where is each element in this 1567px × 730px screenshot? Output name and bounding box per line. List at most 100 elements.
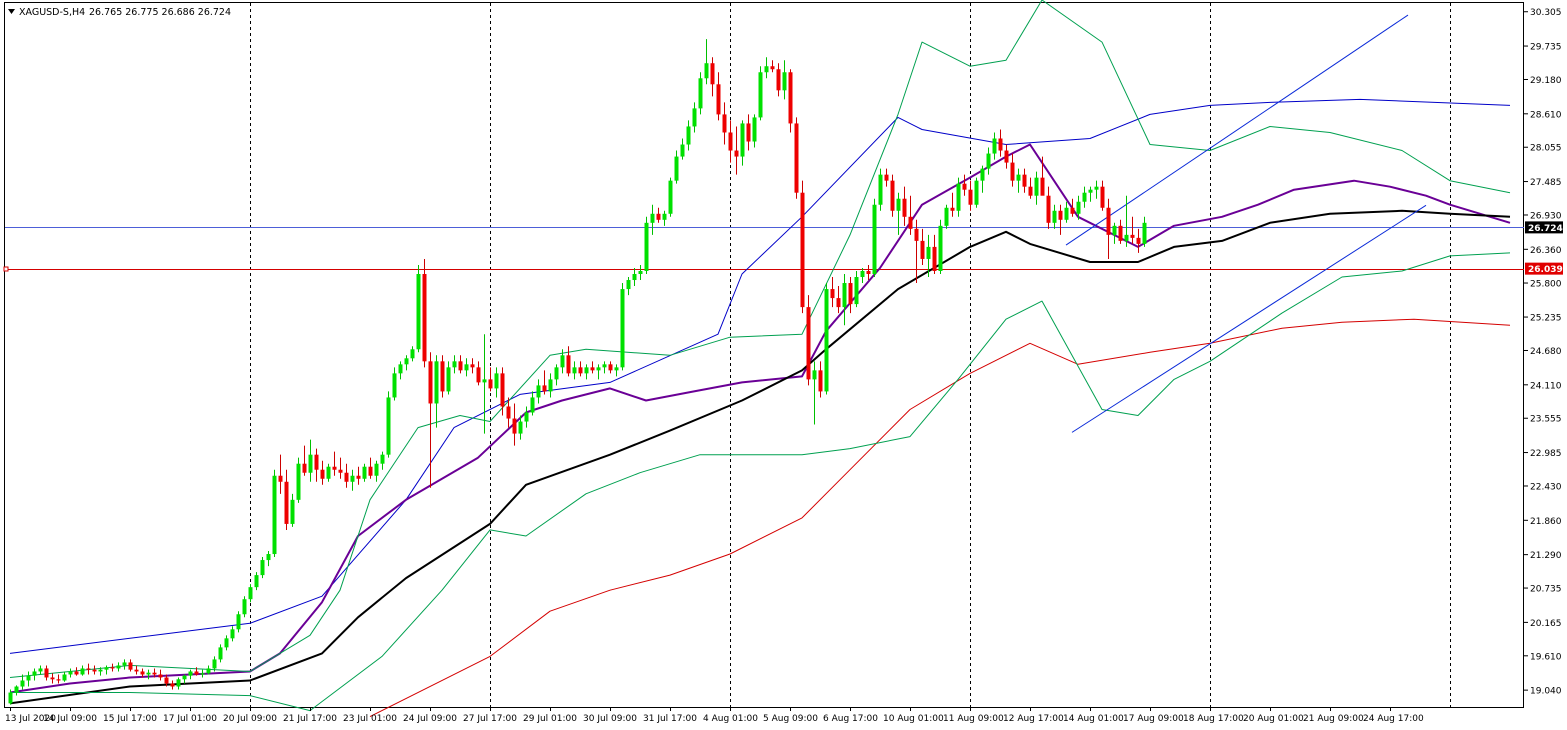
candle	[710, 57, 715, 97]
candle	[962, 174, 967, 196]
candle	[632, 267, 637, 287]
trend-line[interactable]	[1071, 204, 1427, 433]
candle	[698, 72, 703, 115]
candle	[350, 469, 355, 491]
candle	[152, 668, 157, 678]
candle	[1070, 198, 1075, 217]
candle	[776, 63, 781, 97]
time-tick-label: 14 Aug 01:00	[1063, 714, 1124, 724]
level-anchor-marker[interactable]	[3, 266, 9, 272]
candle-body	[1094, 186, 1099, 190]
candle-body	[140, 671, 145, 675]
candle	[194, 667, 199, 676]
price-tick-label: 26.360	[1530, 246, 1562, 256]
candle	[38, 665, 43, 675]
dropdown-triangle-icon[interactable]	[8, 9, 15, 14]
candle	[650, 204, 655, 235]
candles	[8, 39, 1147, 705]
candle-body	[38, 668, 43, 672]
candle-body	[98, 669, 103, 672]
candle-body	[482, 379, 487, 383]
candle	[404, 355, 409, 371]
candle	[320, 460, 325, 485]
candle-body	[596, 367, 601, 371]
candle	[434, 355, 439, 428]
candle	[656, 207, 661, 223]
candle	[1034, 171, 1039, 205]
candle	[122, 659, 127, 670]
time-tick-label: 12 Aug 17:00	[1003, 714, 1064, 724]
candle	[872, 198, 877, 278]
candle-body	[644, 222, 649, 271]
candle-body	[572, 367, 577, 374]
candle	[344, 463, 349, 488]
candle-body	[536, 385, 541, 398]
candle-body	[974, 180, 979, 205]
candle-body	[362, 466, 367, 479]
candle	[68, 668, 73, 678]
candle-body	[200, 673, 205, 675]
candle	[98, 667, 103, 676]
candle-body	[410, 349, 415, 359]
candle-body	[206, 668, 211, 674]
horizontal-lines	[3, 227, 1524, 272]
price-tick-label: 26.930	[1530, 211, 1562, 221]
time-tick-label: 6 Aug 17:00	[823, 714, 878, 724]
candle	[704, 39, 709, 85]
price-tick-label: 22.985	[1530, 449, 1562, 459]
candle	[716, 72, 721, 121]
candle-body	[50, 677, 55, 680]
candle	[410, 346, 415, 362]
candle-body	[776, 69, 781, 91]
candle	[764, 57, 769, 79]
trend-line[interactable]	[1065, 14, 1409, 246]
candle-body	[434, 361, 439, 404]
candle-body	[458, 361, 463, 371]
candle	[980, 165, 985, 193]
candle-body	[350, 475, 355, 482]
candle	[926, 234, 931, 278]
candle-body	[14, 686, 19, 693]
trend-lines[interactable]	[1065, 14, 1427, 433]
candle-body	[584, 367, 589, 374]
candle-body	[710, 63, 715, 85]
candle-body	[308, 454, 313, 473]
candle-body	[950, 207, 955, 211]
candle-body	[908, 216, 913, 229]
candle	[668, 177, 673, 217]
candle-body	[614, 367, 619, 371]
candle-body	[494, 373, 499, 389]
candle	[212, 656, 217, 672]
indicator-lines	[9, 0, 1511, 718]
candle	[308, 439, 313, 482]
candle	[422, 258, 427, 368]
candle	[458, 355, 463, 374]
candle-body	[20, 680, 25, 687]
candle	[392, 367, 397, 401]
candle-body	[164, 677, 169, 684]
time-tick-label: 13 Jul 2020	[5, 714, 56, 724]
candle-body	[686, 126, 691, 145]
candle	[662, 210, 667, 226]
candle	[56, 674, 61, 684]
candle-body	[398, 364, 403, 374]
candle-body	[356, 475, 361, 479]
candle	[524, 406, 529, 428]
candle-body	[638, 270, 643, 275]
candle-body	[890, 180, 895, 211]
candle	[92, 665, 97, 675]
candle-body	[842, 283, 847, 308]
candle-body	[566, 355, 571, 374]
candle	[80, 665, 85, 676]
candle-body	[932, 246, 937, 271]
candle	[974, 177, 979, 208]
candle	[242, 596, 247, 618]
price-tick-label: 25.235	[1530, 314, 1562, 324]
candle	[734, 126, 739, 175]
candle-body	[560, 355, 565, 368]
time-tick-label: 24 Jul 09:00	[403, 714, 457, 724]
candle-body	[326, 466, 331, 479]
candle	[566, 346, 571, 377]
candle	[680, 138, 685, 160]
